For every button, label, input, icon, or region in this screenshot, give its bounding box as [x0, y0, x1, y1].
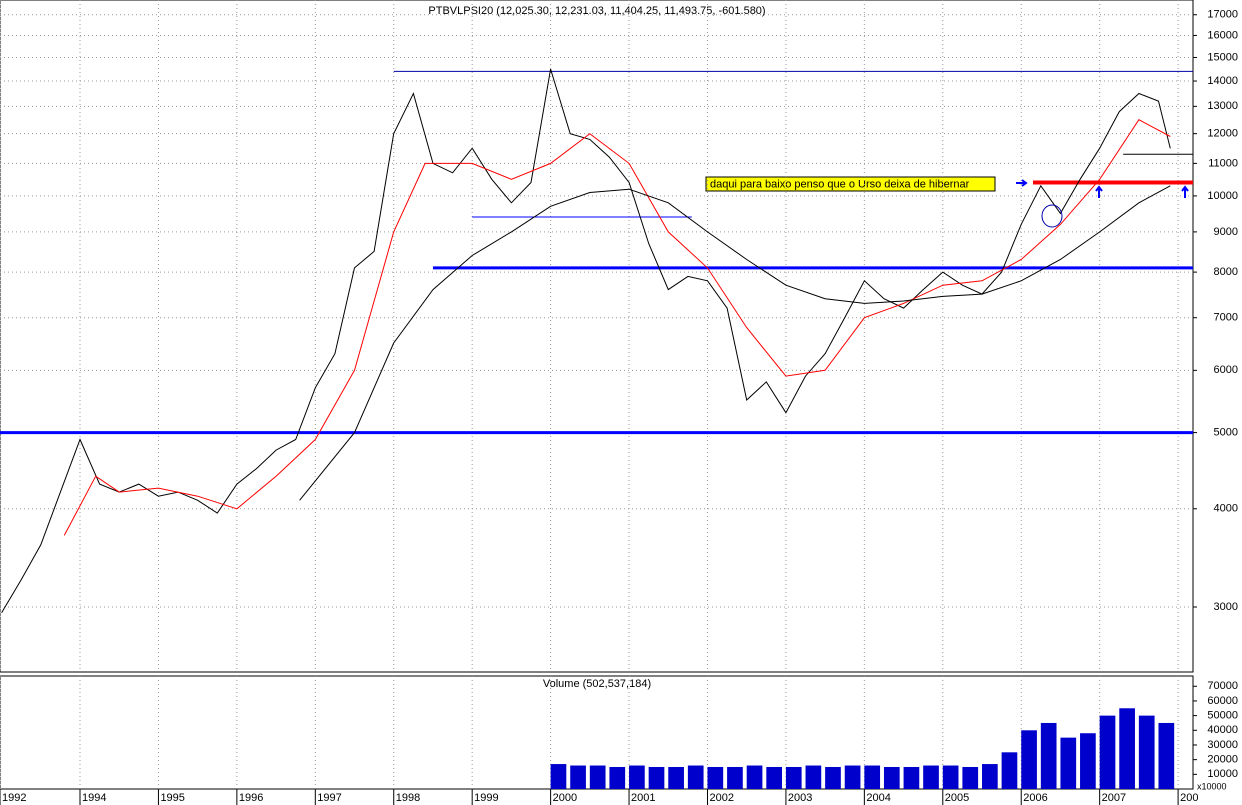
volume-bar [1138, 715, 1155, 789]
volume-bar [609, 766, 626, 789]
x-tick-label: 2006 [1023, 792, 1047, 804]
x-tick-label: 1995 [160, 792, 184, 804]
volume-bar [962, 766, 979, 789]
volume-bar [629, 765, 645, 789]
volume-bar [785, 766, 802, 789]
x-tick-label: 1996 [239, 792, 263, 804]
y-tick-label: 60000 [1207, 695, 1238, 707]
volume-bar [883, 766, 900, 789]
annotation-box [705, 176, 996, 192]
volume-bar [727, 766, 743, 789]
chart-title: PTBVLPSI20 (12,025.30, 12,231.03, 11,404… [428, 5, 765, 17]
y-tick-label: 4000 [1214, 503, 1238, 515]
x-tick-label: 2004 [866, 792, 890, 804]
y-tick-label: 11000 [1208, 157, 1238, 169]
volume-bar [825, 766, 841, 789]
volume-bar [864, 765, 881, 789]
circle-mark [1041, 204, 1063, 228]
volume-bar [687, 765, 704, 789]
price-panel [0, 0, 1194, 673]
y-tick-label: 16000 [1207, 29, 1238, 41]
volume-bar [1021, 730, 1037, 789]
volume-bar [1001, 752, 1018, 789]
arrow [1181, 185, 1189, 198]
volume-bar [1060, 737, 1077, 789]
y-tick-label: 14000 [1207, 75, 1238, 87]
x-tick-label: 1994 [82, 792, 106, 804]
y-tick-label: 40000 [1207, 724, 1238, 736]
y-tick-label: 6000 [1214, 364, 1238, 376]
volume-bar [589, 765, 606, 789]
volume-bar [1099, 715, 1116, 789]
volume-bar [923, 765, 939, 789]
volume-bar [942, 765, 959, 789]
x-tick-label: 1992 [2, 792, 26, 804]
y-tick-label: 3000 [1214, 601, 1238, 613]
volume-unit: x10000 [1197, 781, 1227, 791]
y-tick-label: 10000 [1207, 768, 1238, 780]
y-tick-label: 20000 [1207, 754, 1238, 766]
y-tick-label: 5000 [1214, 426, 1238, 438]
price-line [299, 185, 1171, 501]
x-tick-label: 2003 [788, 792, 812, 804]
y-tick-label: 8000 [1214, 266, 1238, 278]
y-tick-label: 17000 [1207, 9, 1238, 21]
arrow [1095, 185, 1103, 198]
x-tick-label: 2000 [553, 792, 577, 804]
volume-bar [746, 765, 763, 789]
y-tick-label: 12000 [1207, 128, 1238, 140]
y-tick-label: 70000 [1207, 680, 1238, 692]
volume-bar [766, 766, 782, 789]
volume-bar [707, 766, 724, 789]
x-tick-label: 200 [1180, 792, 1198, 804]
x-tick-label: 2005 [945, 792, 969, 804]
volume-bar [570, 765, 586, 789]
x-tick-label: 2001 [631, 792, 655, 804]
y-tick-label: 15000 [1207, 51, 1238, 63]
x-tick-label: 1997 [317, 792, 341, 804]
x-tick-label: 2007 [1102, 792, 1126, 804]
x-tick-label: 1999 [474, 792, 498, 804]
arrow [1016, 179, 1028, 187]
volume-bar [805, 765, 822, 789]
volume-bar [1080, 733, 1096, 789]
volume-bar [844, 765, 861, 789]
y-tick-label: 7000 [1214, 312, 1238, 324]
x-tick-label: 2002 [709, 792, 733, 804]
price-line [63, 119, 1171, 536]
y-tick-label: 50000 [1207, 710, 1238, 722]
volume-bar [903, 766, 920, 789]
volume-bar [982, 764, 998, 789]
annotation: daqui para baixo penso que o Urso deixa … [710, 178, 970, 190]
volume-bar [1040, 722, 1057, 789]
volume-bar [550, 764, 567, 789]
volume-title: Volume (502,537,184) [543, 678, 651, 690]
x-tick-label: 1998 [396, 792, 420, 804]
y-tick-label: 13000 [1207, 100, 1238, 112]
y-tick-label: 30000 [1207, 739, 1238, 751]
volume-bar [668, 766, 684, 789]
volume-bar [648, 766, 665, 789]
volume-bar [1119, 708, 1135, 789]
y-tick-label: 9000 [1214, 226, 1238, 238]
volume-bar [1158, 722, 1175, 789]
y-tick-label: 10000 [1207, 190, 1238, 202]
